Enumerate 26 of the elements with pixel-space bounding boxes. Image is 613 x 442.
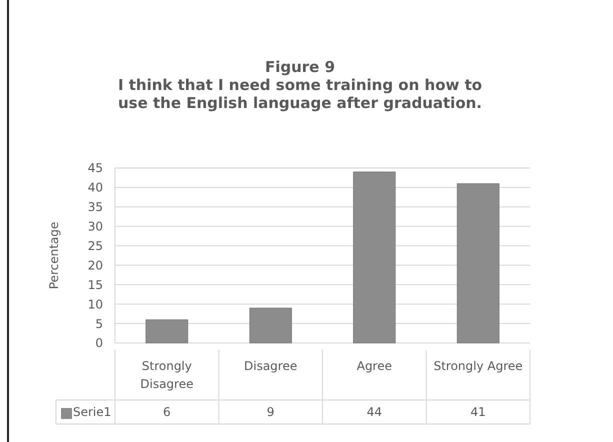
chart-title: Figure 9 bbox=[264, 58, 336, 76]
y-tick-label: 0 bbox=[95, 336, 103, 350]
y-tick-label: 40 bbox=[88, 180, 103, 195]
bar bbox=[249, 308, 292, 344]
data-label: 41 bbox=[470, 405, 486, 420]
y-tick-label: 20 bbox=[88, 258, 103, 272]
data-label: 9 bbox=[266, 405, 274, 420]
bar bbox=[456, 183, 500, 344]
data-label: 44 bbox=[366, 405, 382, 420]
y-tick-label: 30 bbox=[88, 220, 103, 234]
y-tick-label: 45 bbox=[88, 161, 103, 176]
bar bbox=[353, 172, 396, 344]
legend-label: Serie1 bbox=[73, 405, 112, 420]
x-tick-label: Strongly Agree bbox=[434, 359, 523, 373]
data-label: 6 bbox=[163, 405, 171, 420]
bar bbox=[146, 319, 188, 344]
y-tick-label: 35 bbox=[88, 200, 103, 214]
y-tick-label: 10 bbox=[88, 297, 103, 312]
x-tick-label: Disagree bbox=[244, 359, 298, 373]
y-tick-label: 15 bbox=[88, 278, 103, 292]
y-tick-label: 25 bbox=[88, 238, 103, 253]
x-tick-label: Strongly Disagree bbox=[140, 359, 194, 391]
chart-subtitle: I think that I need some training on how to use the English language after graduation. bbox=[118, 76, 482, 112]
y-tick-label: 5 bbox=[95, 316, 103, 331]
y-axis-title: Percentage bbox=[47, 222, 61, 290]
x-tick-label: Agree bbox=[356, 359, 392, 373]
